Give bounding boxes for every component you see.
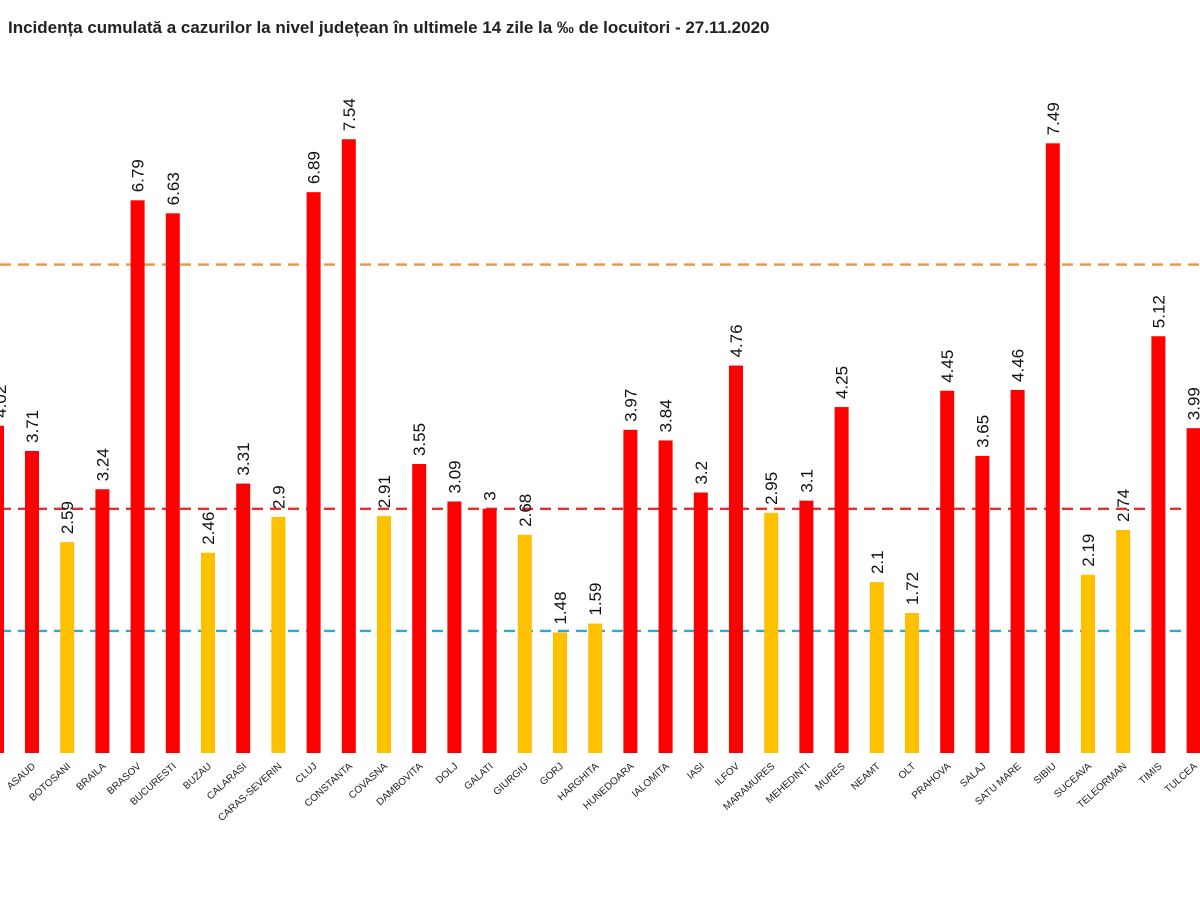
bar-31 [1116, 529, 1131, 753]
value-label-0: 3.71 [23, 410, 42, 443]
value-label-29: 7.49 [1044, 102, 1063, 135]
bar-7 [271, 516, 286, 753]
category-label-32: TIMIS [1137, 761, 1164, 787]
value-label-30: 2.19 [1079, 534, 1098, 567]
chart-title: Incidența cumulată a cazurilor la nivel … [8, 18, 770, 37]
bar-16 [588, 623, 603, 753]
bar-19 [693, 492, 708, 753]
bar-10 [377, 516, 391, 753]
bar-25 [905, 612, 919, 753]
value-label-12: 3.09 [445, 460, 464, 493]
bar-12 [447, 501, 462, 753]
value-label-partial-left: 4.02 [0, 385, 10, 418]
category-label-15: GORJ [538, 761, 566, 788]
value-label-19: 3.2 [692, 461, 711, 485]
bar-20 [729, 365, 743, 753]
category-label-25: OLT [897, 761, 918, 782]
category-label-0: ASAUD [5, 761, 38, 792]
value-label-27: 3.65 [973, 415, 992, 448]
category-label-12: DOLJ [434, 761, 460, 786]
bar-partial-left [0, 425, 4, 753]
value-label-23: 4.25 [833, 366, 852, 399]
bar-32 [1151, 336, 1166, 753]
category-label-18: IALOMITA [630, 761, 672, 800]
category-label-13: GALATI [462, 761, 495, 792]
bar-23 [834, 407, 849, 753]
value-label-5: 2.46 [199, 512, 218, 545]
bar-29 [1045, 143, 1060, 754]
category-label-29: SIBIU [1032, 761, 1059, 787]
bar-17 [623, 429, 638, 753]
bar-1 [60, 542, 75, 753]
bar-0 [25, 451, 39, 753]
category-label-2: BRAILA [75, 761, 109, 793]
value-label-16: 1.59 [586, 582, 605, 615]
bar-15 [553, 632, 567, 753]
bar-22 [799, 500, 814, 753]
value-label-22: 3.1 [797, 469, 816, 493]
bar-8 [306, 192, 321, 754]
value-label-9: 7.54 [340, 98, 359, 131]
value-label-3: 6.79 [129, 159, 148, 192]
bar-18 [658, 440, 673, 753]
bar-30 [1081, 574, 1095, 753]
bar-21 [764, 512, 779, 753]
category-label-7: CARAS-SEVERIN [216, 761, 284, 824]
category-label-20: ILFOV [713, 761, 742, 789]
bar-5 [201, 552, 215, 753]
bar-9 [341, 139, 356, 753]
bar-24 [869, 582, 884, 753]
bar-33 [1186, 428, 1200, 753]
bar-13 [482, 508, 497, 753]
category-label-27: SALAJ [958, 761, 988, 790]
bar-3 [130, 200, 145, 753]
category-label-33: TULCEA [1163, 761, 1200, 796]
value-label-31: 2.74 [1114, 489, 1133, 522]
value-label-18: 3.84 [657, 399, 676, 432]
bar-14 [517, 534, 532, 753]
bar-6 [236, 483, 251, 753]
value-label-4: 6.63 [164, 172, 183, 205]
bar-2 [95, 489, 110, 753]
value-label-10: 2.91 [375, 475, 394, 508]
value-label-2: 3.24 [93, 448, 112, 481]
value-label-26: 4.45 [938, 350, 957, 383]
category-label-26: PRAHOVA [910, 761, 953, 802]
value-label-32: 5.12 [1149, 295, 1168, 328]
bar-26 [940, 390, 955, 753]
value-label-17: 3.97 [621, 389, 640, 422]
category-label-14: GIURGIU [492, 761, 531, 798]
bar-28 [1010, 389, 1025, 753]
bar-4 [165, 213, 180, 753]
bar-27 [975, 455, 990, 753]
category-label-24: NEAMT [849, 761, 882, 793]
value-label-33: 3.99 [1185, 387, 1200, 420]
value-label-20: 4.76 [727, 324, 746, 357]
value-label-8: 6.89 [305, 151, 324, 184]
value-label-13: 3 [481, 491, 500, 500]
category-label-23: MURES [813, 761, 847, 794]
value-label-7: 2.9 [269, 485, 288, 509]
value-label-11: 3.55 [410, 423, 429, 456]
category-label-19: IASI [685, 761, 706, 782]
value-label-14: 2.68 [516, 494, 535, 527]
value-label-21: 2.95 [762, 472, 781, 505]
value-label-15: 1.48 [551, 591, 570, 624]
value-label-25: 1.72 [903, 572, 922, 605]
value-label-28: 4.46 [1009, 349, 1028, 382]
value-label-24: 2.1 [868, 550, 887, 574]
value-label-1: 2.59 [58, 501, 77, 534]
bar-11 [412, 464, 427, 753]
category-label-8: CLUJ [294, 761, 320, 786]
category-label-5: BUZAU [181, 761, 214, 792]
value-label-6: 3.31 [234, 442, 253, 475]
